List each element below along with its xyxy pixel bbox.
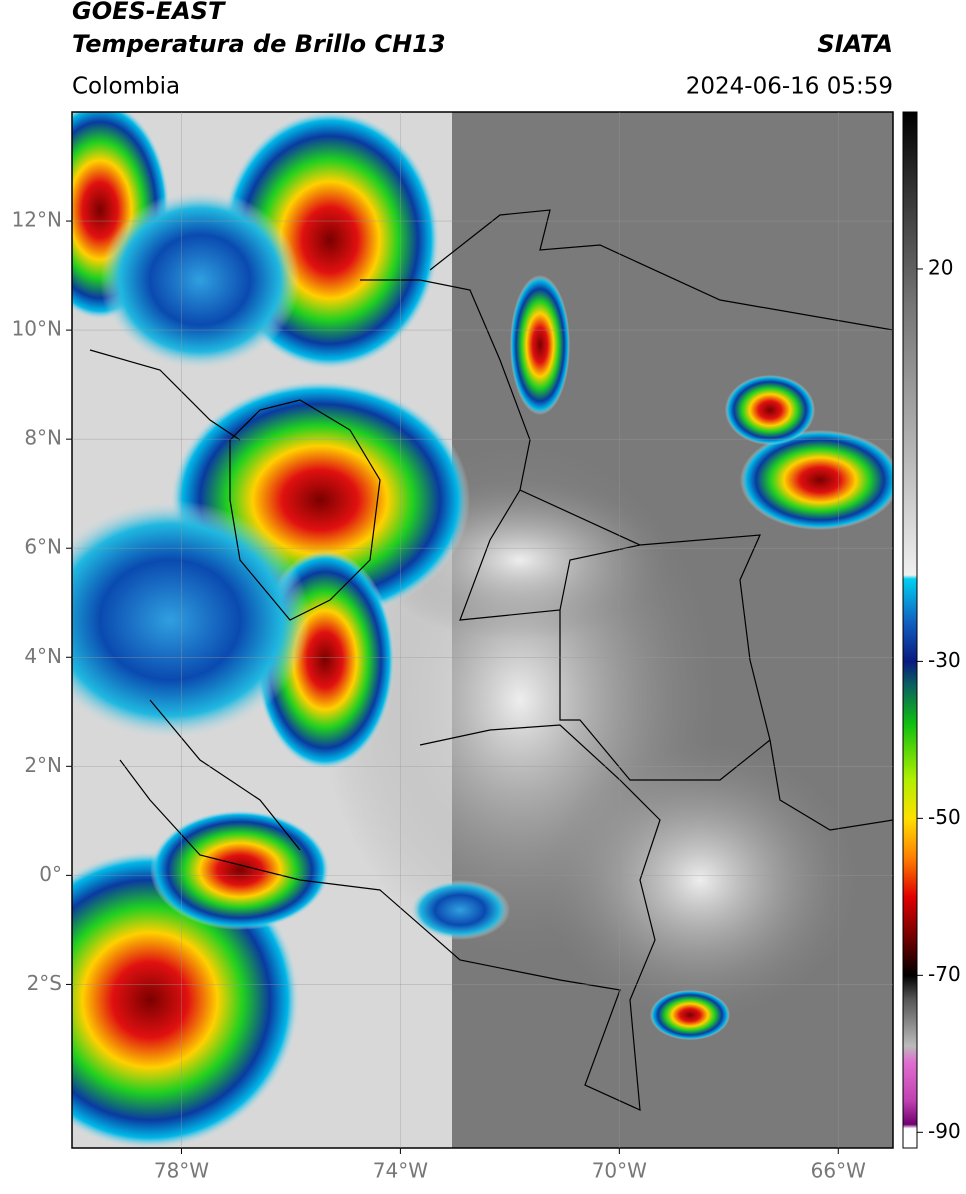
colorbar-tick-label: -50 [928,805,961,829]
region: Colombia [72,74,180,100]
x-tick-label: 70°W [592,1159,647,1183]
title: Temperatura de Brillo CH13 [72,30,446,58]
y-tick-label: 10°N [12,317,62,341]
colorbar [902,111,918,1149]
y-tick-label: 2°S [27,971,62,995]
y-tick-label: 6°N [24,535,62,559]
y-tick-label: 2°N [24,753,62,777]
y-tick-label: 12°N [12,208,62,232]
colorbar-tick-label: -30 [928,648,961,672]
map-frame [71,111,894,1149]
datetime: 2024-06-16 05:59 [686,74,893,100]
colorbar-tick-label: 20 [928,255,953,279]
x-tick-label: 74°W [373,1159,428,1183]
map-image [72,112,893,1148]
colorbar-tick-label: -90 [928,1119,961,1143]
title: GOES-EAST [72,0,226,25]
x-tick-label: 78°W [154,1159,209,1183]
source: SIATA [817,30,893,58]
y-tick-label: 0° [39,862,62,886]
colorbar-tick-label: -70 [928,962,961,986]
x-tick-label: 66°W [811,1159,866,1183]
y-tick-label: 8°N [24,426,62,450]
y-tick-label: 4°N [24,644,62,668]
